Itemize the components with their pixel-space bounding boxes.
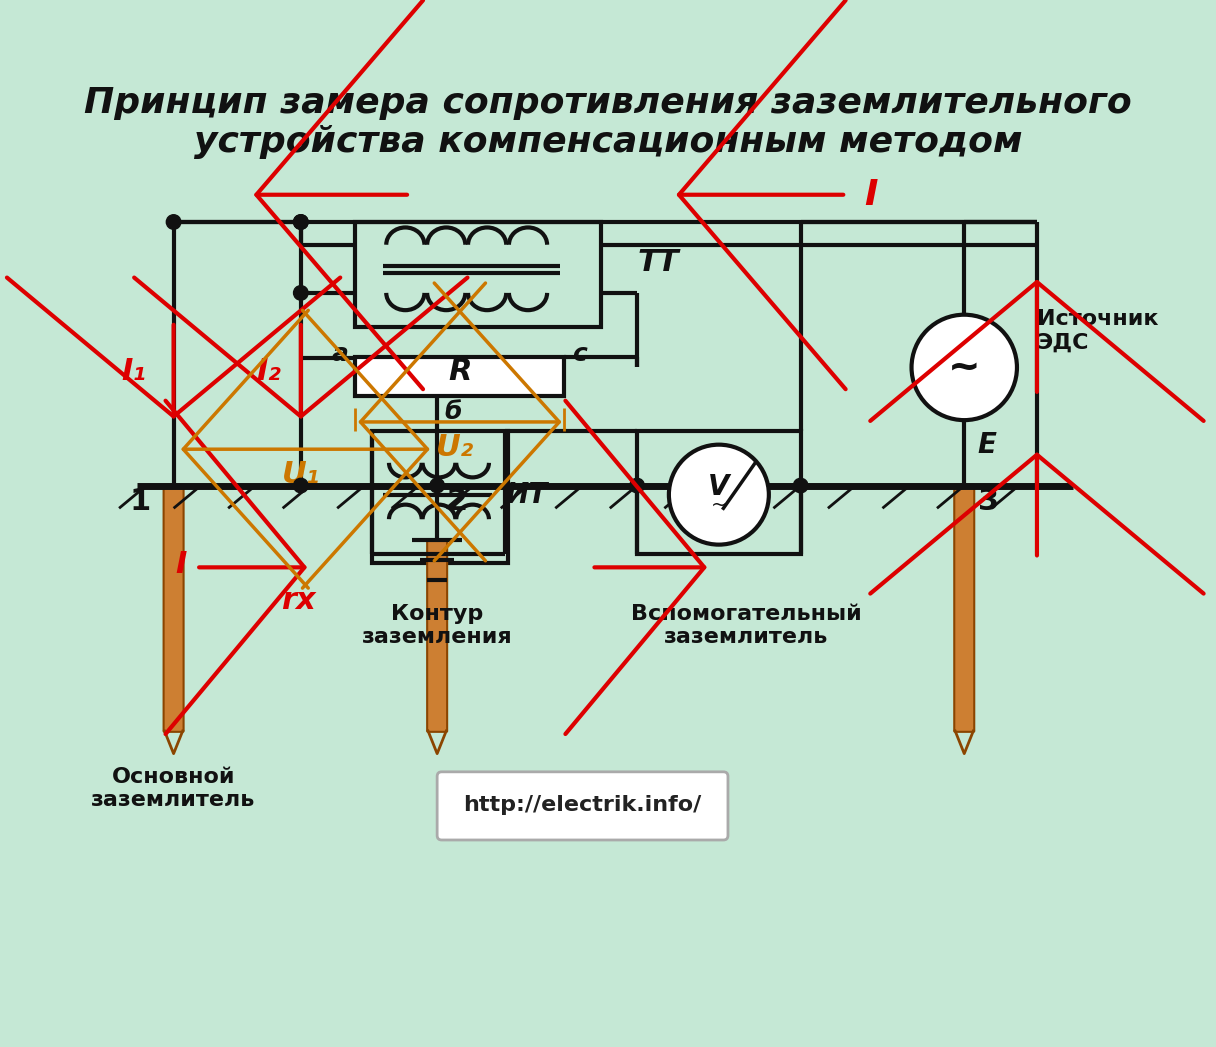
Text: 2: 2 bbox=[446, 487, 467, 516]
Circle shape bbox=[167, 215, 181, 229]
Text: c: c bbox=[572, 341, 586, 365]
Circle shape bbox=[293, 215, 308, 229]
Text: ИТ: ИТ bbox=[506, 481, 547, 509]
Circle shape bbox=[669, 445, 769, 544]
Text: б: б bbox=[444, 400, 462, 424]
Text: ~: ~ bbox=[710, 496, 727, 515]
Text: R: R bbox=[449, 357, 472, 386]
Text: V: V bbox=[708, 473, 730, 502]
Text: Контур
заземления: Контур заземления bbox=[362, 604, 512, 647]
Text: 3: 3 bbox=[978, 487, 1000, 516]
Text: I₂: I₂ bbox=[257, 357, 281, 386]
FancyBboxPatch shape bbox=[164, 485, 184, 732]
FancyBboxPatch shape bbox=[955, 485, 974, 732]
Text: E: E bbox=[978, 431, 997, 459]
Text: Источник
ЭДС: Источник ЭДС bbox=[1037, 310, 1159, 353]
Text: 1: 1 bbox=[130, 487, 151, 516]
Circle shape bbox=[430, 478, 444, 493]
Text: I: I bbox=[865, 178, 878, 211]
Text: ~: ~ bbox=[948, 349, 980, 386]
Circle shape bbox=[293, 286, 308, 300]
Text: I₁: I₁ bbox=[122, 357, 146, 386]
Circle shape bbox=[293, 478, 308, 493]
Text: rх: rх bbox=[281, 585, 315, 615]
Text: ТТ: ТТ bbox=[637, 248, 679, 277]
Circle shape bbox=[293, 215, 308, 229]
Bar bbox=[355, 222, 601, 327]
Text: a: a bbox=[331, 341, 348, 365]
Text: Основной
заземлитель: Основной заземлитель bbox=[91, 767, 255, 810]
FancyBboxPatch shape bbox=[437, 772, 728, 840]
Text: I: I bbox=[176, 550, 187, 579]
FancyBboxPatch shape bbox=[355, 357, 564, 396]
Circle shape bbox=[912, 315, 1017, 420]
Circle shape bbox=[793, 478, 807, 493]
Text: Вспомогательный
заземлитель: Вспомогательный заземлитель bbox=[631, 604, 861, 647]
Text: http://electrik.info/: http://electrik.info/ bbox=[463, 796, 702, 816]
Text: U₂: U₂ bbox=[437, 432, 474, 462]
FancyBboxPatch shape bbox=[427, 539, 447, 732]
Text: Принцип замера сопротивления заземлительного
устройства компенсационным методом: Принцип замера сопротивления заземлитель… bbox=[84, 86, 1132, 159]
Text: U₁: U₁ bbox=[282, 460, 320, 489]
Circle shape bbox=[630, 478, 644, 493]
